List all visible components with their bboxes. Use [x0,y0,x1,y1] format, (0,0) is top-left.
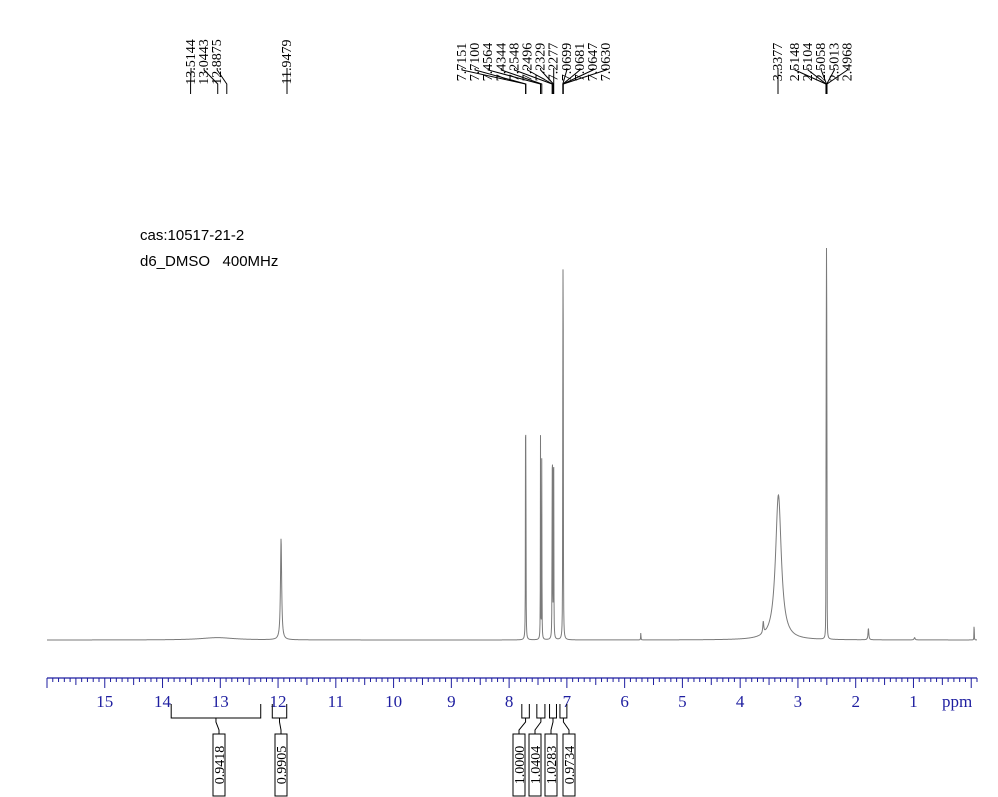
peak-shift-label: 2.5104 [801,43,816,82]
peak-shift-label: 7.0699 [560,43,575,82]
peak-shift-label: 2.4968 [840,43,855,82]
integral-value: 1.0404 [529,746,544,785]
tick-label: 8 [505,692,514,711]
tick-label: 15 [96,692,113,711]
integral-connector [550,718,554,734]
peak-shift-label: 13.0443 [197,39,212,85]
tick-label: 14 [154,692,172,711]
integral: 0.9418 [170,704,262,797]
integral-connector [562,718,570,734]
integral: 1.0000 [512,704,530,797]
peak-label-group: 3.3377 [771,43,786,94]
peak-shift-label: 2.5013 [827,43,842,82]
peak-connector [527,68,553,94]
tick-label: 11 [328,692,344,711]
integral-bracket [549,704,557,719]
peak-connector [474,68,527,94]
integral-box [274,733,288,797]
integral-box [528,733,542,797]
peak-shift-label: 7.2277 [547,43,562,82]
tick-label: 13 [212,692,229,711]
tick-label: 3 [794,692,803,711]
integral-value: 0.9905 [275,746,290,785]
integral-value: 1.0000 [513,746,528,785]
integral-connector [279,718,282,734]
peak-connector [826,68,848,94]
peak-label-group: 11.9479 [280,40,295,94]
integral: 0.9734 [559,704,578,797]
peak-connector [487,68,542,94]
tick-label: 7 [563,692,572,711]
integral-value: 0.9418 [213,746,228,785]
integral-bracket [521,704,530,719]
peak-shift-label: 12.8875 [210,39,225,85]
peak-shift-label: 3.3377 [771,43,786,82]
ppm-axis: 15 14 13 12 11 10 9 8 7 6 5 4 3 2 1 ppm [46,677,978,711]
tick-label: 6 [620,692,629,711]
integral-bracket [536,704,546,719]
peak-connector [203,68,219,94]
peak-label-group: 7.71517.71007.45647.43447.25487.24967.23… [455,43,614,94]
integral-box [212,733,226,797]
peak-connector [562,68,607,94]
integral-box [544,733,558,797]
axis-unit-label: ppm [942,692,972,711]
peak-shift-label: 13.5144 [184,39,199,85]
spectrum-trace [47,247,978,641]
tick-label: 1 [909,692,918,711]
integral-connector [534,718,542,734]
peak-shift-label: 11.9479 [280,40,295,85]
tick-label: 4 [736,692,745,711]
integral-box [512,733,526,797]
integral: 1.0404 [528,704,546,797]
peak-connector [500,68,543,94]
tick-label: 2 [851,692,860,711]
integral-box [562,733,576,797]
sample-cas-label: cas:10517-21-2 [140,227,245,244]
peak-shift-label: 7.2496 [521,43,536,82]
integral: 0.9905 [271,704,290,797]
peak-shift-label: 2.5058 [814,43,829,82]
tick-label: 12 [270,692,287,711]
peak-shift-label: 7.2329 [534,43,549,82]
integral-connector [215,718,220,734]
peak-connector [216,68,228,94]
peak-shift-label: 7.7151 [455,43,470,82]
tick-label: 9 [447,692,456,711]
tick-label: 5 [678,692,687,711]
tick-label: 10 [385,692,402,711]
integral: 1.0283 [544,704,560,797]
integral-value: 0.9734 [563,746,578,785]
sample-conditions-label: d6_DMSO 400MHz [140,253,279,270]
integrals-layer: 0.9418 0.9905 1.0000 1.0404 1.0283 0.9734 [170,704,578,797]
peak-shift-label: 7.0681 [573,43,588,82]
integral-connector [518,718,527,734]
integral-value: 1.0283 [545,746,560,785]
peak-shift-label: 7.0630 [599,43,614,82]
